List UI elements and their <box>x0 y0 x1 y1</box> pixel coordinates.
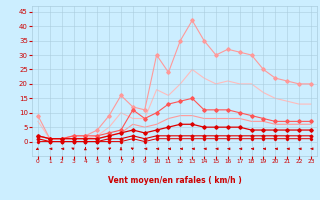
X-axis label: Vent moyen/en rafales ( km/h ): Vent moyen/en rafales ( km/h ) <box>108 176 241 185</box>
Bar <box>32 142 317 156</box>
